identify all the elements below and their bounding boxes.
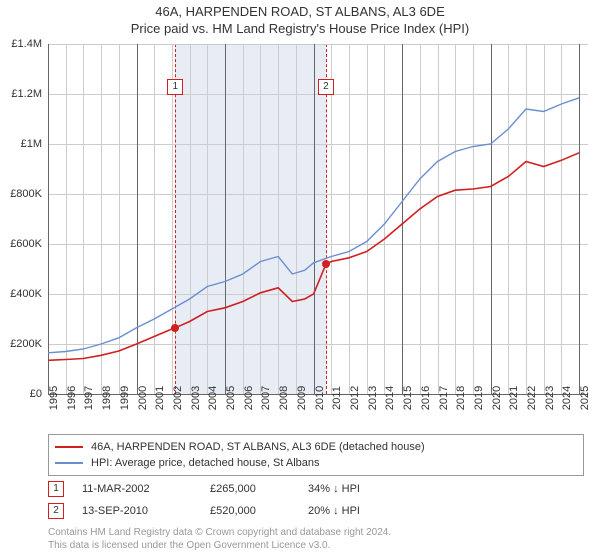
sale-marker-box: 2 <box>318 79 334 95</box>
sale-row-marker: 2 <box>48 503 64 519</box>
sale-diff: 20% ↓ HPI <box>308 505 418 517</box>
legend-box: 46A, HARPENDEN ROAD, ST ALBANS, AL3 6DE … <box>48 434 584 476</box>
chart-container: 46A, HARPENDEN ROAD, ST ALBANS, AL3 6DE … <box>0 0 600 560</box>
x-axis-label: 1999 <box>119 386 131 410</box>
sale-marker-box: 1 <box>167 79 183 95</box>
y-axis-label: £0 <box>30 388 42 400</box>
sale-diff: 34% ↓ HPI <box>308 483 418 495</box>
series-line-property <box>48 153 579 360</box>
x-axis-label: 2006 <box>243 386 255 410</box>
sale-price: £265,000 <box>210 483 290 495</box>
x-axis-label: 2020 <box>491 386 503 410</box>
x-axis-label: 1995 <box>48 386 60 410</box>
legend-swatch <box>55 462 83 464</box>
y-axis-label: £800K <box>10 188 42 200</box>
sale-row: 1 11-MAR-2002 £265,000 34% ↓ HPI <box>48 478 418 500</box>
footer-line-1: Contains HM Land Registry data © Crown c… <box>48 526 391 539</box>
title-block: 46A, HARPENDEN ROAD, ST ALBANS, AL3 6DE … <box>0 0 600 36</box>
sale-dot <box>171 324 179 332</box>
x-axis-label: 2009 <box>296 386 308 410</box>
sale-date: 11-MAR-2002 <box>82 483 192 495</box>
x-axis-label: 1997 <box>83 386 95 410</box>
x-axis-label: 2017 <box>438 386 450 410</box>
x-axis-label: 2013 <box>367 386 379 410</box>
x-axis-label: 2005 <box>225 386 237 410</box>
sale-row: 2 13-SEP-2010 £520,000 20% ↓ HPI <box>48 500 418 522</box>
y-axis-label: £1M <box>21 138 42 150</box>
legend-swatch <box>55 446 83 448</box>
x-axis-label: 2004 <box>207 386 219 410</box>
y-axis-label: £400K <box>10 288 42 300</box>
x-axis-label: 2003 <box>190 386 202 410</box>
legend-label: HPI: Average price, detached house, St A… <box>91 455 320 471</box>
y-axis-label: £1.4M <box>11 38 42 50</box>
chart-title: 46A, HARPENDEN ROAD, ST ALBANS, AL3 6DE <box>0 4 600 19</box>
x-axis-label: 2002 <box>172 386 184 410</box>
x-axis-label: 1998 <box>101 386 113 410</box>
legend-row: 46A, HARPENDEN ROAD, ST ALBANS, AL3 6DE … <box>55 439 577 455</box>
chart-plot-area: £0£200K£400K£600K£800K£1M£1.2M£1.4M19951… <box>48 44 588 394</box>
sales-table: 1 11-MAR-2002 £265,000 34% ↓ HPI 2 13-SEP-201… <box>48 478 418 522</box>
x-axis-label: 2022 <box>526 386 538 410</box>
x-axis-label: 2016 <box>420 386 432 410</box>
sale-date: 13-SEP-2010 <box>82 505 192 517</box>
x-axis-label: 2011 <box>331 386 343 410</box>
x-axis-label: 2007 <box>260 386 272 410</box>
x-axis-label: 2014 <box>384 386 396 410</box>
x-axis-label: 2018 <box>455 386 467 410</box>
x-axis-label: 2021 <box>508 386 520 410</box>
y-axis-label: £200K <box>10 338 42 350</box>
series-line-hpi <box>48 98 579 353</box>
footer-line-2: This data is licensed under the Open Gov… <box>48 539 391 552</box>
y-axis-label: £1.2M <box>11 88 42 100</box>
x-axis-label: 2019 <box>473 386 485 410</box>
legend-label: 46A, HARPENDEN ROAD, ST ALBANS, AL3 6DE … <box>91 439 425 455</box>
sale-row-marker: 1 <box>48 481 64 497</box>
legend-row: HPI: Average price, detached house, St A… <box>55 455 577 471</box>
x-axis-label: 2000 <box>137 386 149 410</box>
x-axis-label: 1996 <box>66 386 78 410</box>
x-axis-label: 2008 <box>278 386 290 410</box>
chart-subtitle: Price paid vs. HM Land Registry's House … <box>0 21 600 36</box>
sale-dot <box>322 260 330 268</box>
sale-price: £520,000 <box>210 505 290 517</box>
footer-attribution: Contains HM Land Registry data © Crown c… <box>48 526 391 552</box>
chart-lines <box>48 44 588 394</box>
x-axis-label: 2012 <box>349 386 361 410</box>
y-axis-label: £600K <box>10 238 42 250</box>
x-axis-label: 2025 <box>579 386 591 410</box>
x-axis-label: 2001 <box>154 386 166 410</box>
x-axis-label: 2010 <box>314 386 326 410</box>
x-axis-label: 2023 <box>544 386 556 410</box>
x-axis-label: 2015 <box>402 386 414 410</box>
x-axis-label: 2024 <box>561 386 573 410</box>
